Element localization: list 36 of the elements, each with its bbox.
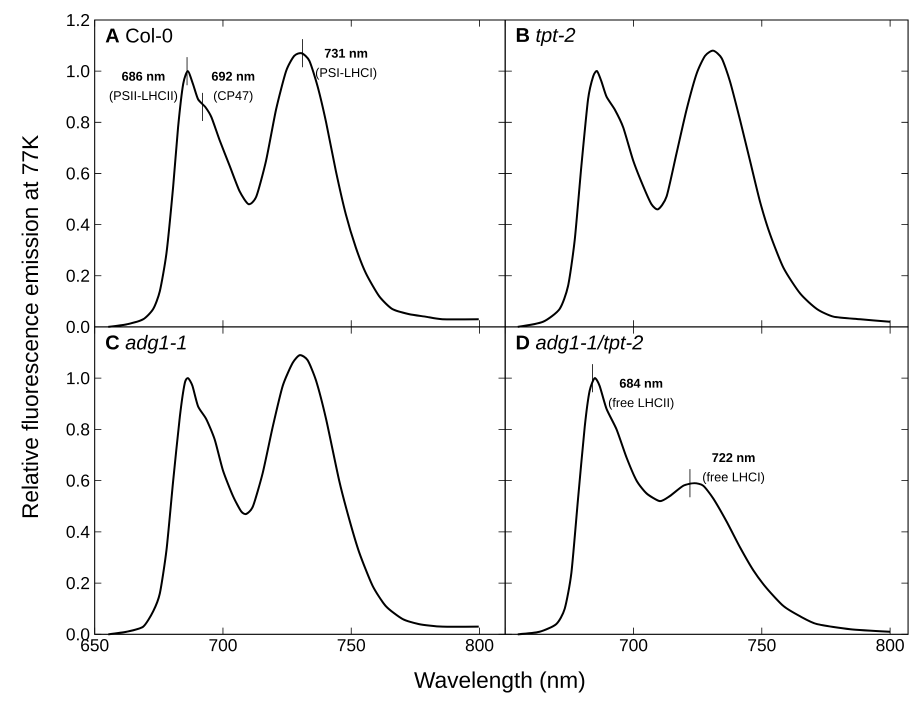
annotation: 686 nm: [122, 72, 164, 81]
annotation: (free LHCII): [608, 398, 674, 410]
x-tick-label: 650: [81, 639, 108, 652]
annotation: 684 nm: [620, 378, 662, 388]
chart-title: C adg1-1: [106, 334, 186, 354]
y-tick-label: 0.8: [66, 423, 90, 436]
chart-title: D adg1-1/tpt-2: [516, 334, 644, 354]
y-tick-label: 0.2: [66, 270, 90, 282]
annotation: 722 nm: [712, 453, 755, 462]
annotation: (free LHCI): [703, 472, 764, 484]
x-tick-label: 750: [748, 639, 776, 652]
x-tick-label: 700: [620, 639, 648, 652]
y-tick-label: 0.6: [66, 474, 90, 487]
y-tick-label: 0.6: [66, 167, 90, 180]
y-tick-label: 1.2: [67, 14, 90, 26]
y-tick-label: 0.4: [66, 218, 90, 231]
x-tick-label: 800: [876, 639, 904, 652]
y-tick-label: 0.0: [66, 320, 90, 334]
annotation: (PSII-LHCII): [110, 90, 178, 103]
annotation: 731 nm: [324, 48, 368, 58]
annotation: (CP47): [214, 90, 252, 103]
annotation: 692 nm: [212, 72, 254, 81]
chart-title: B tpt-2: [516, 28, 576, 46]
y-tick-label: 0.0: [66, 628, 90, 641]
y-tick-label: 1.0: [67, 65, 90, 78]
y-tick-label: 0.4: [66, 526, 90, 538]
x-axis-title: Wavelength (nm): [414, 672, 584, 693]
annotation: (PSI-LHCI): [316, 68, 376, 80]
y-axis-title: Relative fluorescence emission at 77K: [22, 135, 38, 518]
y-tick-label: 1.0: [67, 372, 90, 384]
y-tick-label: 0.2: [66, 577, 90, 590]
y-tick-label: 0.8: [66, 116, 90, 129]
x-tick-label: 750: [338, 639, 366, 652]
x-tick-label: 700: [209, 639, 237, 652]
x-tick-label: 800: [466, 639, 494, 652]
chart-title: A Col-0: [106, 28, 172, 43]
